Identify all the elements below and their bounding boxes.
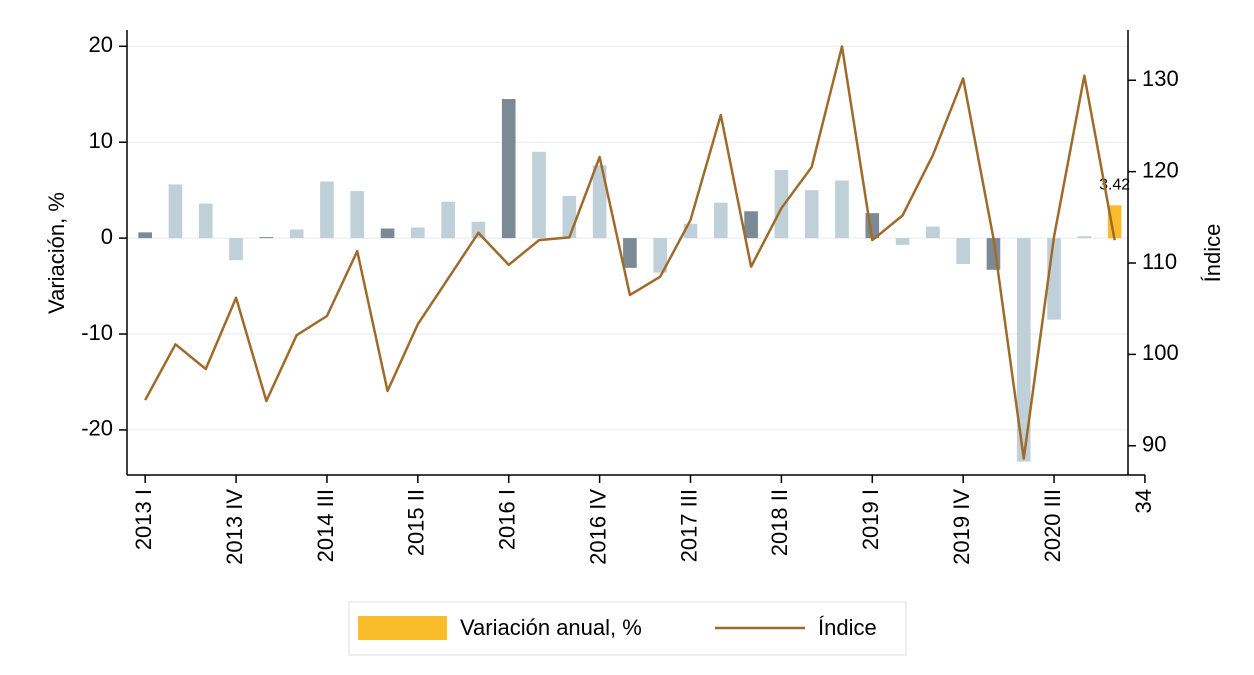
data-label: 3.42 bbox=[1099, 177, 1130, 194]
bar bbox=[562, 195, 577, 239]
y-axis-label: Variación, % bbox=[44, 192, 69, 314]
bar bbox=[501, 99, 516, 239]
bar bbox=[411, 227, 425, 239]
x-tick-label: 2017 III bbox=[676, 489, 701, 562]
y2-tick-label: 120 bbox=[1142, 157, 1179, 182]
bar bbox=[259, 237, 274, 239]
bar bbox=[774, 170, 789, 239]
bar bbox=[653, 238, 668, 273]
bar bbox=[713, 202, 728, 239]
y-tick-label: 20 bbox=[89, 32, 113, 57]
x-tick-label: 2016 I bbox=[495, 489, 520, 550]
bar bbox=[895, 238, 910, 245]
bar bbox=[956, 238, 970, 265]
y2-tick-label: 110 bbox=[1142, 249, 1177, 274]
bar bbox=[1016, 238, 1031, 462]
bar bbox=[623, 238, 637, 268]
y2-tick-label: 130 bbox=[1142, 66, 1179, 91]
bar bbox=[168, 184, 183, 239]
bar bbox=[350, 191, 365, 239]
bar bbox=[835, 180, 849, 239]
bar bbox=[289, 229, 304, 239]
bar bbox=[471, 221, 486, 239]
legend-label: Índice bbox=[818, 615, 877, 640]
x-tick-label: 2018 II bbox=[767, 489, 792, 556]
bar bbox=[532, 151, 546, 239]
x-tick-label: 2015 II bbox=[404, 489, 429, 556]
legend-label: Variación anual, % bbox=[460, 615, 642, 640]
bar bbox=[380, 228, 395, 239]
x-tick-label: 2020 III bbox=[1040, 489, 1065, 562]
bar bbox=[744, 211, 758, 239]
x-tick-label: 34 bbox=[1131, 489, 1156, 513]
y2-tick-label: 90 bbox=[1142, 432, 1166, 457]
y2-tick-label: 100 bbox=[1142, 340, 1179, 365]
bar bbox=[804, 190, 819, 239]
x-tick-label: 2013 I bbox=[131, 489, 156, 550]
x-tick-label: 2019 I bbox=[858, 489, 883, 550]
y-tick-label: -20 bbox=[81, 416, 113, 441]
bar bbox=[592, 165, 607, 239]
bar bbox=[320, 181, 334, 239]
line bbox=[144, 45, 1116, 460]
y-tick-label: 10 bbox=[89, 128, 113, 153]
bar bbox=[441, 201, 455, 239]
y2-axis-label: Índice bbox=[1200, 224, 1225, 283]
bar bbox=[1107, 205, 1122, 239]
legend-swatch bbox=[358, 616, 447, 640]
x-tick-label: 2013 IV bbox=[222, 489, 247, 565]
bar bbox=[1077, 236, 1092, 239]
x-tick-label: 2019 IV bbox=[949, 489, 974, 565]
bar bbox=[926, 226, 940, 239]
x-tick-label: 2014 III bbox=[313, 489, 338, 562]
x-tick-label: 2016 IV bbox=[585, 489, 610, 565]
bar bbox=[138, 232, 152, 239]
bar bbox=[198, 203, 213, 239]
y-tick-label: -10 bbox=[81, 320, 113, 345]
y-tick-label: 0 bbox=[101, 224, 113, 249]
bar bbox=[229, 238, 243, 261]
